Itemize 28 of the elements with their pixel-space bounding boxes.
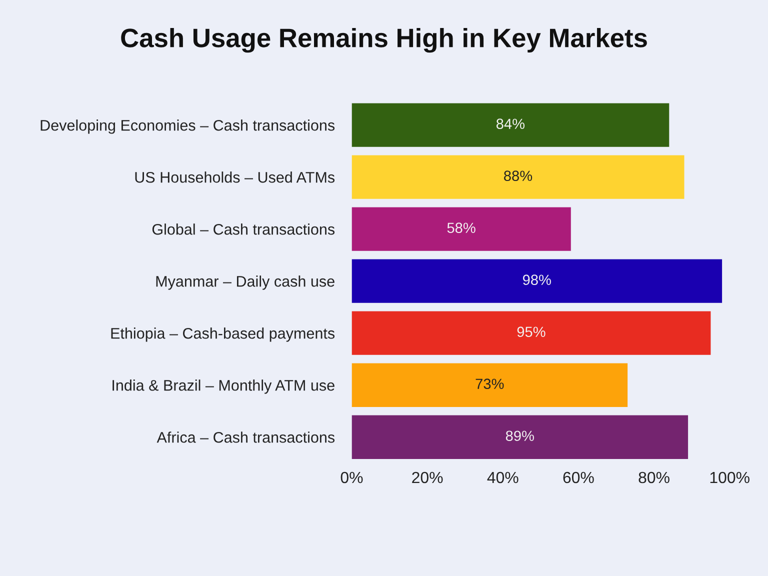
data-label: 98% xyxy=(522,274,551,286)
bar xyxy=(352,363,628,407)
bar xyxy=(352,103,670,147)
y-tick-label: Africa – Cash transactions xyxy=(156,432,335,443)
bar xyxy=(352,415,688,459)
y-tick-label: Developing Economies – Cash transactions xyxy=(40,120,335,134)
x-tick-label: 0% xyxy=(340,472,363,484)
bar xyxy=(352,259,722,303)
y-tick-label: Ethiopia – Cash-based payments xyxy=(111,328,335,342)
data-label: 73% xyxy=(476,378,504,390)
data-label: 88% xyxy=(504,170,532,181)
x-tick-label: 60% xyxy=(563,472,594,484)
x-tick-label: 20% xyxy=(412,472,443,484)
x-tick-label: 80% xyxy=(638,472,670,484)
x-tick-label: 100% xyxy=(710,472,750,484)
bar xyxy=(352,311,711,355)
y-tick-label: Global – Cash transactions xyxy=(152,224,335,235)
bar xyxy=(352,155,684,199)
y-tick-label: India & Brazil – Monthly ATM use xyxy=(112,380,334,394)
y-tick-label: Myanmar – Daily cash use xyxy=(156,276,334,290)
data-label: 58% xyxy=(447,222,476,233)
x-tick-label: 40% xyxy=(487,472,518,484)
chart-title: Cash Usage Remains High in Key Markets xyxy=(121,28,647,53)
data-label: 95% xyxy=(517,326,546,338)
data-label: 89% xyxy=(506,430,534,442)
y-tick-label: US Households – Used ATMs xyxy=(135,172,335,183)
bar xyxy=(352,207,571,251)
data-label: 84% xyxy=(496,118,525,129)
